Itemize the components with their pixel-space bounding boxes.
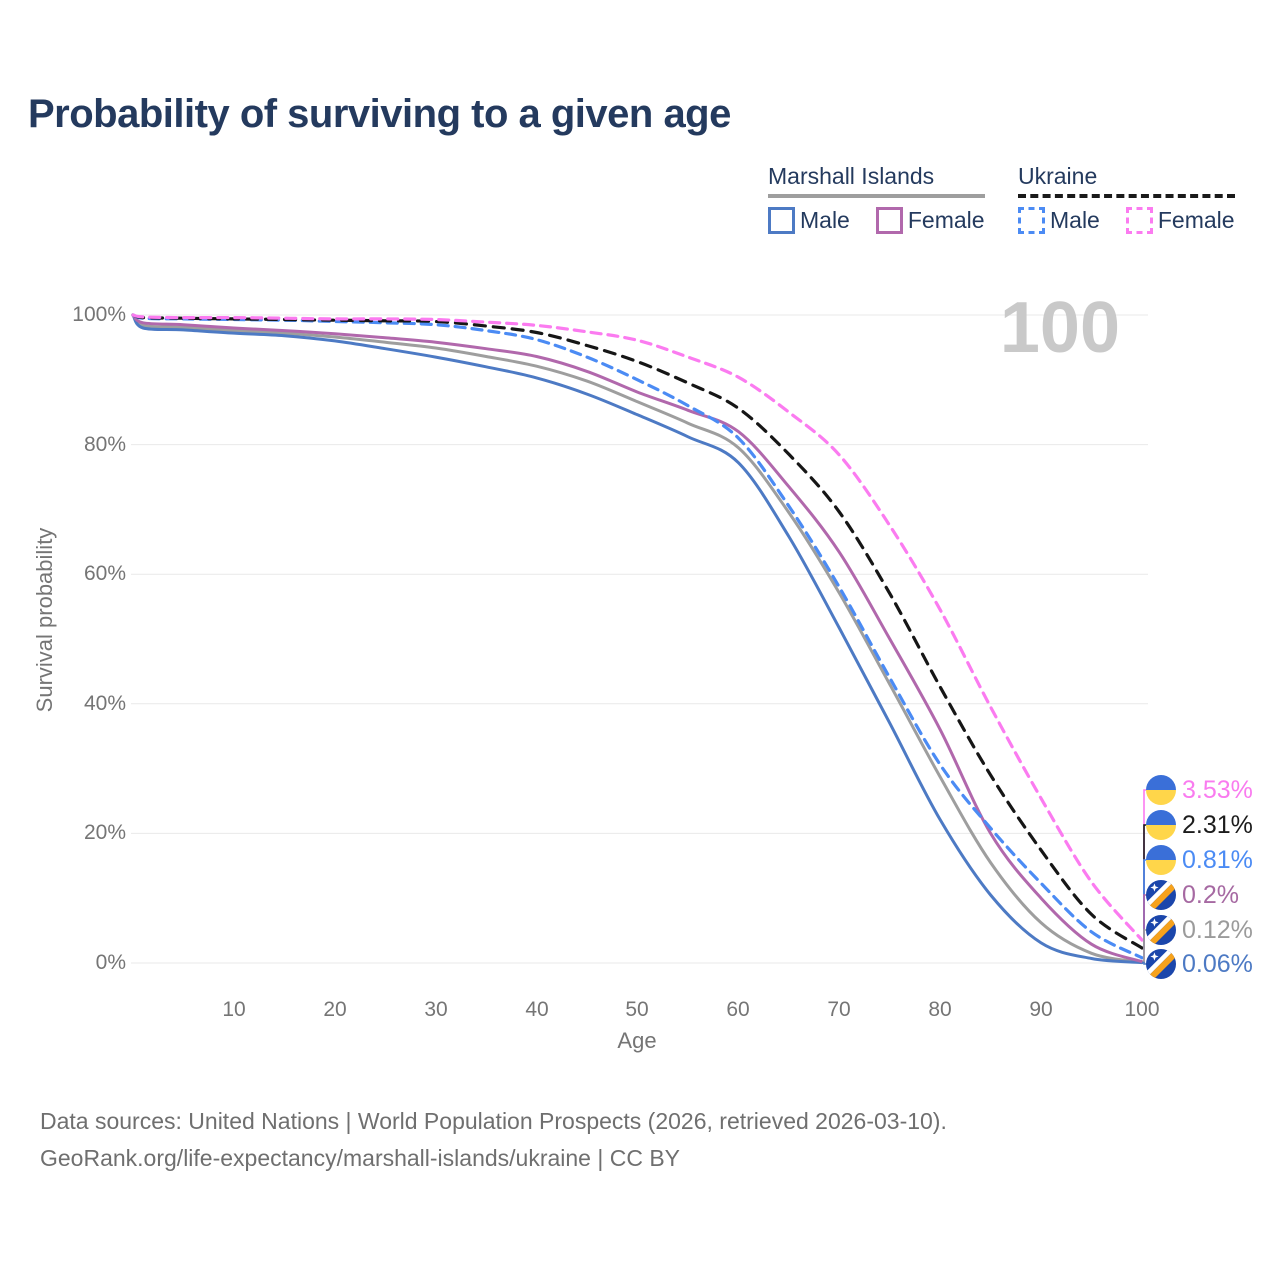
y-tick-label: 20%: [83, 821, 126, 844]
y-tick-label: 60%: [83, 562, 126, 585]
ukraine-female-swatch-icon: [1125, 207, 1153, 234]
x-tick-label: 10: [222, 998, 246, 1021]
legend-item-marshall-male[interactable]: Male: [768, 207, 850, 234]
y-tick-label: 100%: [72, 303, 126, 326]
marshall-islands-flag-icon: [1146, 915, 1176, 945]
endpoint-ukraine-female: 3.53%: [1146, 774, 1253, 806]
age-watermark: 100: [999, 288, 1120, 368]
endpoint-ukraine-both: 2.31%: [1146, 809, 1253, 841]
x-tick-label: 100: [1124, 998, 1160, 1021]
x-tick-label: 60: [726, 998, 750, 1021]
endpoint-marshall-both: 0.12%: [1146, 914, 1253, 946]
ukraine-flag-icon: [1146, 845, 1176, 875]
x-tick-label: 20: [323, 998, 347, 1021]
endpoint-marshall-male: 0.06%: [1146, 948, 1253, 980]
page-title: Probability of surviving to a given age: [28, 92, 731, 136]
endpoint-value: 2.31%: [1182, 810, 1253, 839]
legend-item-label: Male: [1050, 207, 1100, 233]
data-sources-line: Data sources: United Nations | World Pop…: [40, 1108, 947, 1134]
legend-item-label: Male: [800, 207, 850, 233]
ukraine-male-swatch-icon: [1018, 207, 1045, 234]
endpoint-value: 0.81%: [1182, 845, 1253, 874]
legend-item-marshall-female[interactable]: Female: [875, 207, 985, 234]
legend-item-label: Female: [907, 207, 985, 233]
legend: Marshall Islands Male Female Ukraine: [768, 163, 1268, 243]
x-tick-label: 50: [625, 998, 649, 1021]
x-tick-label: 30: [424, 998, 448, 1021]
legend-item-ukraine-male[interactable]: Male: [1018, 207, 1100, 234]
ukraine-flag-icon: [1146, 775, 1176, 805]
legend-header-marshall-islands[interactable]: Marshall Islands: [768, 163, 935, 189]
x-tick-label: 90: [1029, 998, 1053, 1021]
endpoint-value: 0.12%: [1182, 915, 1253, 944]
y-tick-label: 40%: [83, 692, 126, 715]
legend-group-marshall-islands: Marshall Islands Male Female: [768, 163, 985, 234]
endpoint-value: 0.2%: [1182, 880, 1239, 909]
marshall-male-swatch-icon: [768, 207, 795, 234]
endpoint-ukraine-male: 0.81%: [1146, 844, 1253, 876]
x-tick-label: 70: [827, 998, 851, 1021]
x-tick-label: 40: [525, 998, 549, 1021]
endpoint-value: 3.53%: [1182, 775, 1253, 804]
endpoint-value: 0.06%: [1182, 949, 1253, 978]
y-tick-label: 0%: [95, 951, 126, 974]
marshall-islands-solid-line-icon: [768, 194, 985, 198]
legend-item-label: Female: [1157, 207, 1235, 233]
marshall-female-swatch-icon: [875, 207, 903, 234]
x-tick-label: 80: [928, 998, 952, 1021]
marshall-islands-flag-icon: [1146, 880, 1176, 910]
y-axis-title: Survival probability: [32, 527, 57, 713]
endpoint-marshall-female: 0.2%: [1146, 879, 1239, 911]
attribution-line: GeoRank.org/life-expectancy/marshall-isl…: [40, 1145, 681, 1171]
x-axis-title: Age: [617, 1028, 657, 1053]
legend-group-ukraine: Ukraine Male Female: [1018, 163, 1235, 234]
legend-item-ukraine-female[interactable]: Female: [1125, 207, 1235, 234]
ukraine-dashed-line-icon: [1018, 194, 1235, 198]
legend-header-ukraine[interactable]: Ukraine: [1018, 163, 1098, 189]
ukraine-flag-icon: [1146, 810, 1176, 840]
y-tick-label: 80%: [83, 433, 126, 456]
marshall-islands-flag-icon: [1146, 949, 1176, 979]
